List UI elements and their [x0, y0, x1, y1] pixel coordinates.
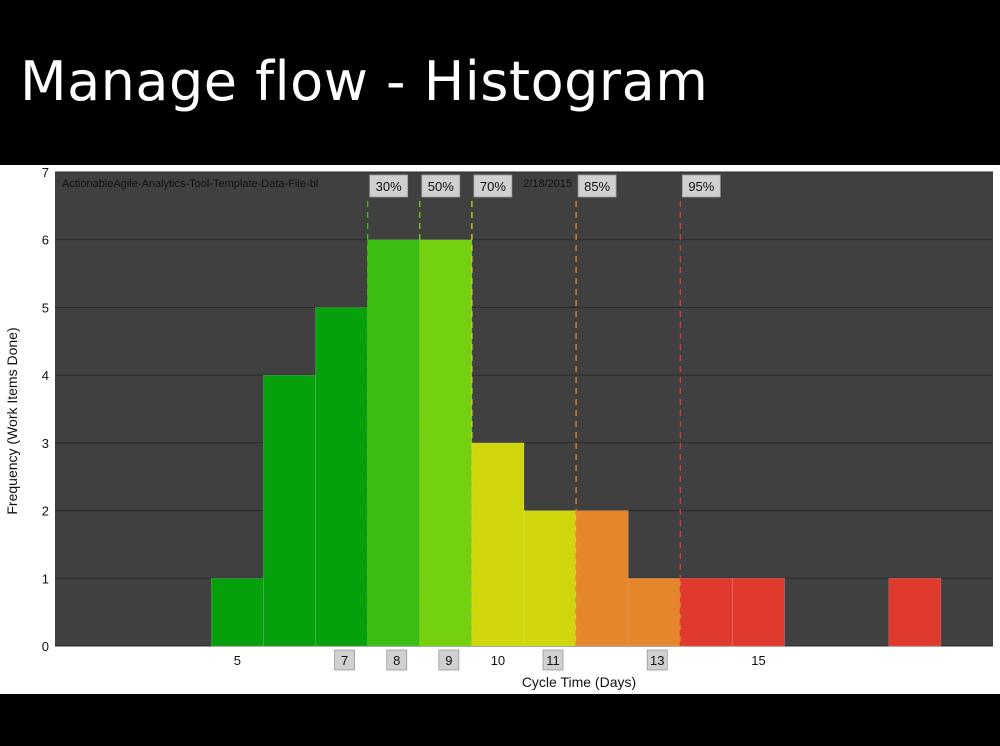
histogram-bar — [680, 577, 733, 647]
x-tick-box — [542, 649, 564, 671]
y-tick-label: 1 — [42, 571, 49, 586]
x-tick-label: 11 — [546, 653, 560, 668]
percentile-label-box — [421, 174, 461, 198]
histogram-bar — [888, 577, 942, 647]
x-tick-label: 10 — [491, 653, 505, 668]
x-tick-box — [646, 649, 668, 671]
histogram-bar — [471, 442, 525, 647]
y-tick-label: 6 — [42, 233, 49, 248]
percentile-label-box — [473, 174, 513, 198]
y-axis-title: Frequency (Work Items Done) — [4, 327, 20, 514]
percentile-label: 85% — [584, 179, 610, 194]
percentile-label-box — [681, 174, 721, 198]
percentile-label: 70% — [480, 179, 506, 194]
histogram-svg: 0 1 2 3 4 5 6 7 30% 50% 70% 85% 95% ActionableAgile-A… — [4, 165, 993, 690]
x-tick-box — [386, 649, 408, 671]
y-tick-label: 3 — [42, 436, 49, 451]
percentile-marker: 30% — [369, 174, 409, 198]
percentile-marker: 85% — [577, 174, 617, 198]
percentile-label: 50% — [428, 179, 454, 194]
y-tick-label: 4 — [42, 368, 49, 383]
histogram-bar — [211, 577, 264, 647]
x-tick-label: 9 — [445, 653, 452, 668]
x-tick-label: 15 — [751, 653, 765, 668]
y-tick-label: 7 — [42, 165, 49, 180]
x-tick-label: 8 — [393, 653, 400, 668]
x-tick-label: 7 — [341, 653, 348, 668]
histogram-bar — [315, 307, 368, 647]
y-tick-label: 2 — [42, 504, 49, 519]
percentile-label: 95% — [688, 179, 714, 194]
x-axis-title: Cycle Time (Days) — [522, 674, 636, 690]
percentile-marker: 70% — [473, 174, 513, 198]
percentile-marker: 95% — [681, 174, 721, 198]
x-tick-box — [334, 649, 356, 671]
histogram-bar — [627, 577, 681, 647]
y-tick-label: 5 — [42, 300, 49, 315]
histogram-bar — [575, 510, 629, 647]
histogram-bar — [263, 374, 316, 647]
x-tick-label: 13 — [650, 653, 664, 668]
histogram-bar — [523, 510, 577, 647]
percentile-label: 30% — [376, 179, 402, 194]
y-tick-label: 0 — [42, 639, 49, 654]
histogram-chart: 0 1 2 3 4 5 6 7 30% 50% 70% 85% 95% ActionableAgile-A… — [0, 165, 1000, 694]
histogram-bar — [732, 577, 785, 647]
chart-title: ActionableAgile-Analytics-Tool-Template-… — [62, 178, 318, 190]
x-tick-label: 5 — [234, 653, 241, 668]
percentile-label-box — [369, 174, 409, 198]
x-tick-box — [438, 649, 460, 671]
percentile-marker: 50% — [421, 174, 461, 198]
chart-title-date: 2/18/2015 — [523, 178, 572, 190]
histogram-bar — [419, 239, 473, 647]
percentile-label-box — [577, 174, 617, 198]
slide-title: Manage flow - Histogram — [20, 50, 709, 113]
histogram-bar — [367, 239, 421, 647]
